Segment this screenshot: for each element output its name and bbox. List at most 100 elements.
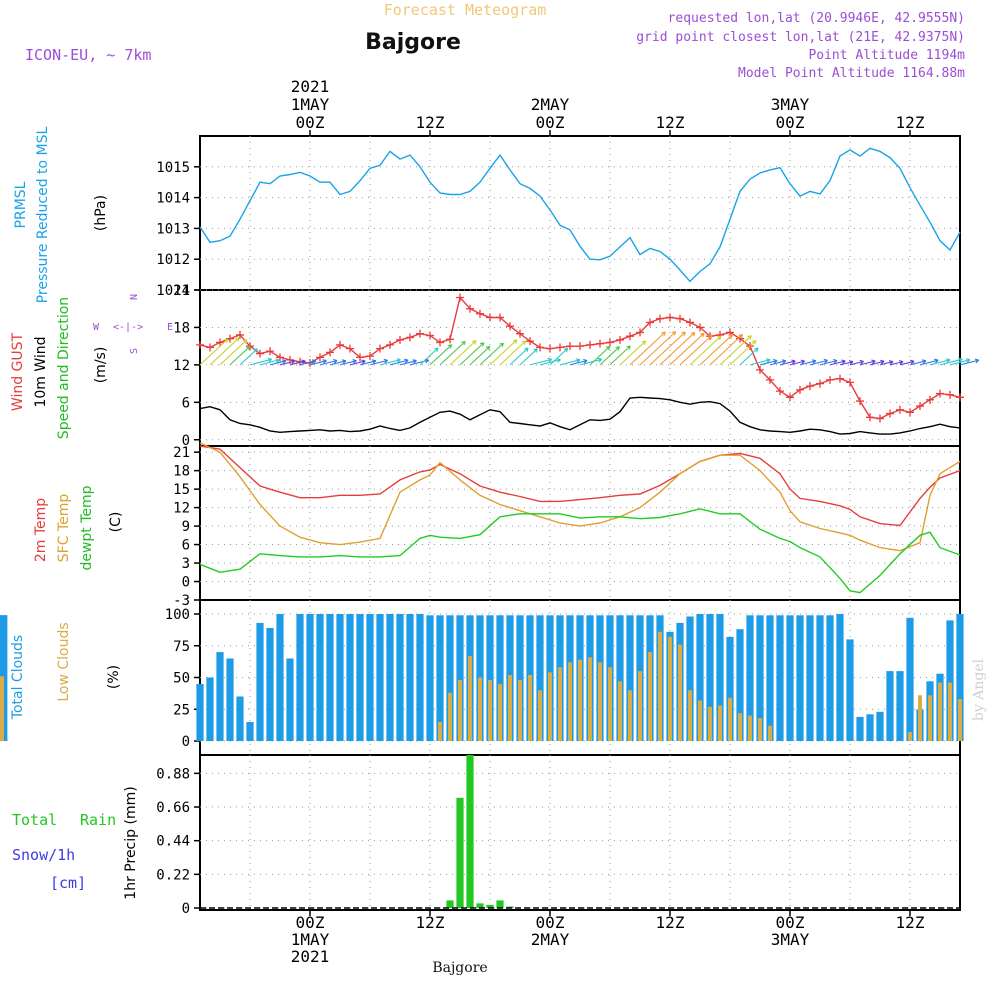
grid-coords: grid point closest lon,lat (21E, 42.9375… <box>636 30 965 45</box>
bar-low_clouds <box>468 655 472 741</box>
precip-label-total: Total <box>12 811 57 829</box>
compass-arrow: <-|-> <box>113 322 143 333</box>
bar-low_clouds <box>918 695 922 741</box>
wind-direction-arrow <box>929 358 951 366</box>
bar-total_clouds <box>626 615 634 741</box>
gust-marker <box>666 313 674 322</box>
panel-frame <box>199 445 961 601</box>
y-tick-label: 0.44 <box>156 834 190 850</box>
bar-total_clouds <box>236 696 244 741</box>
bar-total_clouds <box>686 616 694 741</box>
bar-low_clouds <box>718 705 722 741</box>
y-tick-label: 1015 <box>156 160 190 176</box>
time-label: 1MAY <box>291 95 330 114</box>
bar-total_clouds <box>806 615 814 741</box>
wind-direction-arrow <box>779 359 796 366</box>
bar-low_clouds <box>488 680 492 741</box>
time-label: 12Z <box>896 913 925 932</box>
y-tick-label: 1013 <box>156 221 190 237</box>
wind-direction-arrow <box>669 332 705 366</box>
series-line-pressure <box>199 147 961 283</box>
bar-low_clouds <box>748 715 752 741</box>
gust-marker <box>246 342 254 351</box>
bar-low_clouds <box>738 713 742 741</box>
gust-marker <box>496 313 504 322</box>
wind-direction-arrow <box>319 358 338 366</box>
wind-direction-arrow <box>829 359 846 366</box>
temp-label-dewpt: dewpt Temp <box>79 485 95 570</box>
gust-marker <box>886 409 894 418</box>
bar-total_clouds <box>886 671 894 741</box>
gust-marker <box>536 343 544 352</box>
y-tick-label: 9 <box>182 519 190 535</box>
bar-total_clouds <box>216 652 224 741</box>
gust-marker <box>426 331 434 340</box>
wind-direction-arrow <box>879 360 894 366</box>
pressure-label-prmsl: PRMSL <box>13 181 29 228</box>
gust-marker <box>396 335 404 344</box>
bar-total_clouds <box>416 614 424 741</box>
time-label: 12Z <box>896 113 925 132</box>
gust-marker <box>906 408 914 417</box>
panel-frame <box>199 135 961 291</box>
wind-direction-arrow <box>419 347 439 366</box>
requested-coords: requested lon,lat (20.9946E, 42.9555N) <box>668 11 965 26</box>
wind-direction-arrow <box>609 345 631 366</box>
wind-direction-arrow <box>209 337 240 366</box>
y-tick-label: 15 <box>173 482 190 498</box>
bar-total_clouds <box>276 614 284 741</box>
model-label: ICON-EU, ~ 7km <box>25 46 151 64</box>
gust-marker <box>516 329 524 338</box>
wind-direction-arrow <box>819 358 838 366</box>
bar-low_clouds <box>478 677 482 741</box>
gust-marker <box>456 293 464 302</box>
bar-low_clouds <box>648 652 652 741</box>
gust-marker <box>356 353 364 362</box>
precip-label-snow: Snow/1h <box>12 846 75 864</box>
bar-total_clouds <box>846 639 854 741</box>
compass-w: W <box>93 322 100 333</box>
wind-label-gust: Wind GUST <box>10 332 26 411</box>
gust-marker <box>656 314 664 323</box>
bar-low_clouds <box>928 695 932 741</box>
gust-marker <box>196 340 204 349</box>
y-tick-label: 6 <box>182 395 190 411</box>
gust-marker <box>326 348 334 357</box>
wind-direction-arrow <box>649 331 686 366</box>
y-tick-label: 1011 <box>156 283 190 299</box>
series-line-gust <box>199 296 961 420</box>
bar-total_clouds <box>836 614 844 741</box>
wind-direction-arrow <box>449 340 477 366</box>
wind-direction-arrow <box>389 358 409 366</box>
bar-total_clouds <box>226 658 234 741</box>
gust-marker <box>336 340 344 349</box>
bar-total_clouds <box>266 628 274 741</box>
gust-marker <box>796 385 804 394</box>
bar-low_clouds <box>658 631 662 741</box>
wind-direction-arrow <box>239 348 258 366</box>
wind-direction-arrow <box>679 334 713 366</box>
precip-label-cm: [cm] <box>50 874 86 892</box>
gust-marker <box>216 338 224 347</box>
gust-marker <box>756 365 764 374</box>
gust-marker <box>206 343 214 352</box>
wind-label-10m: 10m Wind <box>33 336 49 407</box>
gust-marker <box>916 402 924 411</box>
bar-low_clouds <box>498 683 502 741</box>
bar-rain <box>476 903 484 908</box>
y-tick-label: 0 <box>182 433 190 449</box>
y-tick-label: 21 <box>173 445 190 461</box>
wind-direction-arrow <box>359 359 377 366</box>
pressure-panel: PRMSL Pressure Reduced to MSL (hPa) 1011… <box>13 126 961 303</box>
y-tick-label: 24 <box>173 283 190 299</box>
wind-direction-arrow <box>899 359 915 366</box>
compass-n: N <box>129 294 140 300</box>
bar-total_clouds <box>246 722 254 741</box>
precip-label-rain: Rain <box>80 811 116 829</box>
wind-direction-arrow <box>399 359 417 366</box>
wind-direction-arrow <box>589 345 611 366</box>
wind-direction-arrow <box>769 359 787 366</box>
gust-marker <box>236 330 244 339</box>
wind-direction-arrow <box>889 360 904 366</box>
